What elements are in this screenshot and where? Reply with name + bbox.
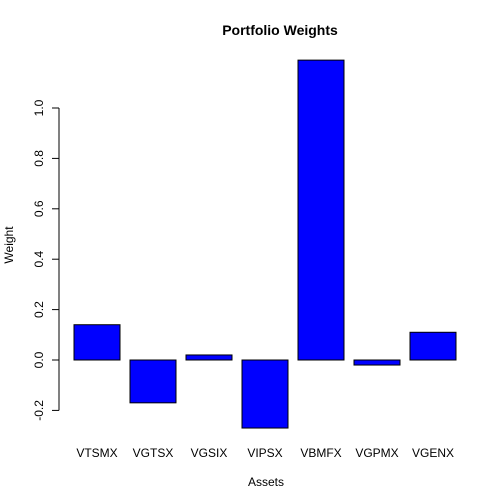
bar-vgsix	[185, 354, 233, 361]
x-tick-label-vtsmx: VTSMX	[76, 446, 117, 460]
x-tick-label-vgtsx: VGTSX	[133, 446, 174, 460]
bars-group	[73, 59, 457, 429]
y-tick-label: 0.6	[32, 200, 46, 217]
chart-title: Portfolio Weights	[222, 22, 338, 38]
x-tick-label-vgenx: VGENX	[412, 446, 454, 460]
x-tick-label-vgsix: VGSIX	[191, 446, 228, 460]
y-tick-label: 0.4	[32, 251, 46, 268]
x-axis-label: Assets	[248, 475, 284, 489]
y-tick-label: 0.0	[32, 351, 46, 368]
y-tick-label: 1.0	[32, 99, 46, 116]
x-tick-labels: VTSMX VGTSX VGSIX VIPSX VBMFX VGPMX VGENX	[76, 446, 454, 460]
y-tick-label: -0.2	[32, 400, 46, 421]
bar-vgenx	[409, 331, 457, 361]
bar-vbmfx	[297, 59, 345, 361]
bar-vgtsx	[129, 359, 177, 404]
bar-vtsmx	[73, 324, 121, 361]
y-tick-label: 0.2	[32, 301, 46, 318]
y-axis-label: Weight	[2, 226, 16, 264]
x-tick-label-vbmfx: VBMFX	[300, 446, 341, 460]
bar-vgpmx	[353, 359, 401, 366]
x-tick-label-vgpmx: VGPMX	[355, 446, 398, 460]
y-axis: -0.2 0.0 0.2 0.4 0.6 0.8 1.0	[32, 99, 60, 421]
x-tick-label-vipsx: VIPSX	[247, 446, 282, 460]
bar-vipsx	[241, 359, 289, 429]
y-tick-label: 0.8	[32, 150, 46, 167]
